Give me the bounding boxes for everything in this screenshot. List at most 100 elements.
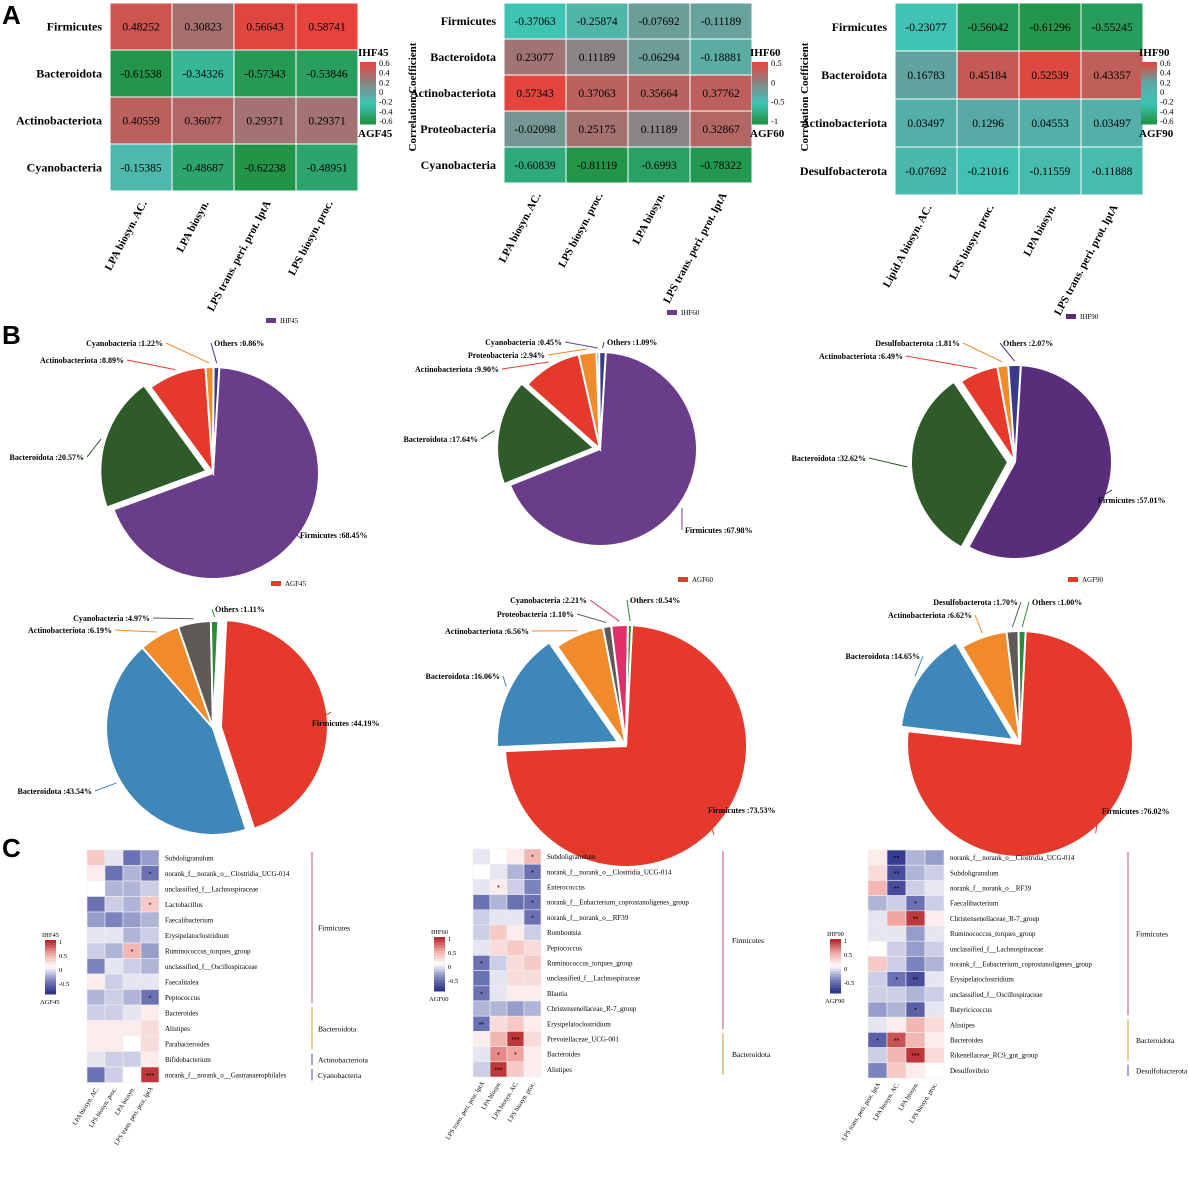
heatmap-cell	[140, 1035, 160, 1052]
cell-value: -0.48687	[182, 163, 223, 175]
heatmap-cell	[924, 940, 945, 957]
heatmap-cell	[924, 971, 945, 988]
heatmap-cell	[867, 895, 888, 912]
cell-value: 0.11189	[579, 52, 616, 64]
cell-value: -0.11189	[701, 16, 742, 28]
heatmap-cell	[140, 973, 160, 990]
colorbar-segment	[752, 62, 768, 66]
leader-line	[152, 617, 194, 620]
colorbar-segment	[434, 977, 445, 981]
heatmap-cell	[506, 1000, 525, 1017]
colorbar-tick: -0.6	[1160, 116, 1173, 126]
heatmap-cell	[472, 939, 491, 956]
colorbar-segment	[830, 974, 841, 978]
colorbar-segment	[45, 940, 56, 944]
heatmap-cell	[104, 958, 124, 975]
row-label: Christensenellaceae_R-7_group	[547, 1005, 637, 1013]
row-label: Erysipelatoclostridium	[950, 976, 1014, 984]
cell-value: -0.11888	[1092, 166, 1133, 178]
slice-label: Others :0.54%	[630, 596, 680, 605]
significance-mark: **	[894, 856, 900, 863]
colorbar-tick: 0.6	[379, 58, 390, 68]
colorbar-segment	[45, 967, 56, 971]
heatmap-cell	[489, 924, 508, 941]
colorbar-tick: 0.4	[1160, 68, 1171, 78]
heatmap-A3: Firmicutes -0.23077 -0.56042 -0.61296 -0.552…	[800, 2, 1189, 318]
slice-label: Actinobacteriota :8.89%	[40, 356, 124, 365]
heatmap-cell	[924, 849, 945, 866]
colorbar-segment	[830, 966, 841, 970]
cell-value: -0.61538	[120, 69, 161, 81]
heatmap-cell	[867, 956, 888, 972]
colorbar-segment	[1141, 120, 1157, 125]
heatmap-cell	[104, 880, 124, 897]
heatmap-cell	[489, 970, 508, 987]
heatmap-cell	[86, 989, 106, 1006]
colorbar-segment	[1141, 83, 1157, 88]
significance-mark: **	[913, 916, 919, 923]
row-label: Firmicutes	[441, 14, 497, 28]
colorbar-tick: 0	[844, 966, 847, 973]
leader-line	[962, 342, 1003, 363]
slice-label: Bacteroidota :43.54%	[17, 787, 92, 796]
heatmap-cell	[1018, 50, 1082, 100]
colorbar-segment	[360, 102, 376, 106]
significance-mark: *	[514, 1052, 517, 1059]
slice-label: Bacteroidota :20.57%	[9, 453, 84, 462]
colorbar-tick: 0.5	[59, 953, 67, 960]
heatmap-cell	[109, 143, 173, 192]
cell-value: -0.23077	[905, 22, 946, 34]
colorbar-bottom-label: AGF45	[40, 999, 60, 1006]
heatmap-cell	[867, 1001, 888, 1018]
colorbar-segment	[830, 979, 841, 983]
colorbar-segment	[1141, 86, 1157, 91]
slice-label: Actinobacteriota :9.90%	[415, 365, 499, 374]
pie-slice	[496, 382, 596, 486]
col-label: LPA biosyn.	[630, 191, 667, 247]
leader-line	[165, 342, 210, 364]
cell-value: -0.60839	[514, 160, 555, 172]
col-label: LPS biosyn. proc.	[556, 191, 606, 270]
heatmap-cell	[104, 1066, 124, 1083]
colorbar-segment	[830, 947, 841, 951]
colorbar-segment	[45, 988, 56, 992]
colorbar-segment	[830, 952, 841, 956]
colorbar-segment	[1141, 71, 1157, 75]
heatmap-cell	[472, 909, 491, 926]
legend-label: AGF90	[1082, 576, 1104, 584]
colorbar-segment	[434, 988, 445, 992]
cell-value: -0.37063	[514, 16, 555, 28]
heatmap-A2: Firmicutes -0.37063 -0.25874 -0.07692 -0.111…	[410, 2, 811, 306]
colorbar-segment	[434, 942, 445, 946]
colorbar-top-label: IHF60	[750, 47, 781, 59]
heatmap-cell	[489, 848, 508, 865]
colorbar-segment	[434, 972, 445, 976]
colorbar-segment	[45, 977, 56, 981]
row-label: Firmicutes	[47, 20, 103, 34]
heatmap-cell	[867, 880, 888, 896]
cell-value: 0.58741	[308, 22, 346, 34]
heatmap-cell	[1018, 2, 1082, 52]
colorbar-segment	[1141, 65, 1157, 69]
heatmap-cell	[627, 2, 691, 40]
row-label: norank_f__norank_o__RF39	[950, 885, 1032, 893]
heatmap-cell	[867, 1016, 888, 1033]
colorbar-segment	[830, 941, 841, 945]
group-label: Firmicutes	[1136, 930, 1168, 939]
slice-label: Others :2.07%	[1003, 339, 1053, 348]
colorbar-tick: 0.2	[379, 77, 390, 87]
heatmap-cell	[86, 1020, 106, 1037]
cell-value: -0.48951	[306, 163, 347, 175]
colorbar-segment	[830, 990, 841, 994]
significance-mark: *	[149, 902, 152, 909]
colorbar-segment	[1141, 114, 1157, 119]
significance-mark: *	[895, 977, 898, 984]
heatmap-cell	[886, 925, 907, 942]
heatmap-C1: Subdoligranulum norank_f__norank_o__Clost…	[40, 849, 369, 1147]
colorbar-segment	[45, 964, 56, 968]
colorbar-segment	[752, 93, 768, 97]
heatmap-cell	[86, 1051, 106, 1068]
col-label: LPS trans. peri. prot. lptA	[661, 191, 730, 306]
colorbar-segment	[1141, 89, 1157, 94]
heatmap-cell	[140, 911, 160, 928]
